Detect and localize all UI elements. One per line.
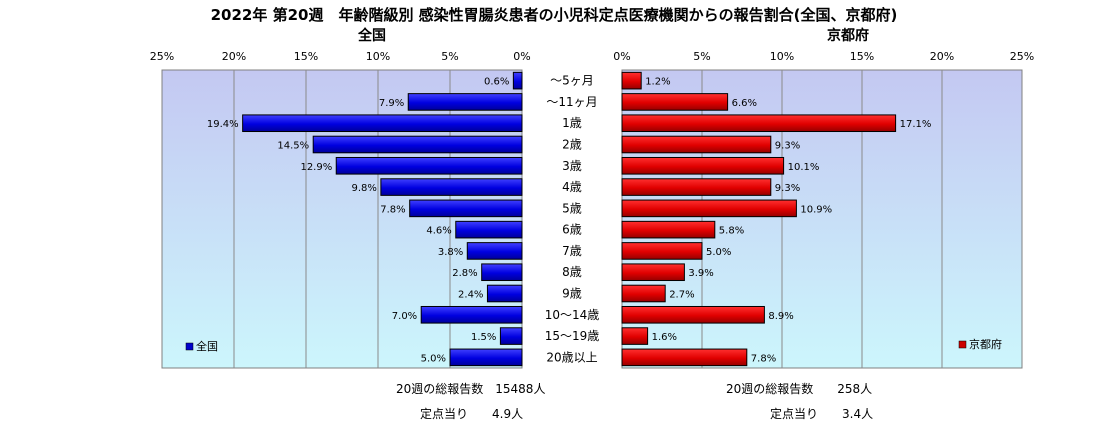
category-label: ～11ヶ月 [546,95,597,109]
category-label: 9歳 [562,287,582,301]
tick-label-right: 5% [693,50,710,63]
bar-kyoto [621,199,797,218]
bar-zenkoku [420,305,523,324]
bars [242,71,897,367]
data-label-kyoto: 2.7% [669,290,694,301]
data-label-kyoto: 3.9% [688,268,713,279]
tick-label-left: 20% [222,50,246,63]
data-label-kyoto: 10.1% [788,162,820,173]
left-panel-title: 全国 [357,27,386,44]
tick-label-right: 25% [1010,50,1034,63]
data-label-zenkoku: 12.9% [300,162,332,173]
bar-kyoto [621,242,703,260]
left-per-sentinel: 定点当り 4.9人 [420,406,523,421]
data-label-kyoto: 17.1% [900,119,932,130]
tick-label-right: 0% [613,50,630,63]
data-label-zenkoku: 14.5% [277,141,309,152]
category-label: 15～19歳 [545,329,600,343]
data-label-zenkoku: 1.5% [471,332,496,343]
bar-kyoto [621,178,772,196]
axis-tick-labels: 0% 0% 5% 5% 10% 10% 15% 15% 20% 20% 25% 25% [150,50,1034,63]
bar-zenkoku [449,348,523,367]
data-label-zenkoku: 4.6% [426,226,451,237]
chart-title: 2022年 第20週 年齢階級別 感染性胃腸炎患者の小児科定点医療機関からの報告… [211,6,898,24]
data-label-zenkoku: 7.0% [392,311,417,322]
tick-label-right: 15% [850,50,874,63]
data-label-kyoto: 9.3% [775,183,800,194]
category-label: 10～14歳 [545,308,600,322]
bar-kyoto [621,135,772,154]
category-label: 8歳 [562,265,582,279]
data-label-zenkoku: 2.4% [458,290,483,301]
category-label: 4歳 [562,180,582,194]
legend-swatch-right [958,340,967,349]
bar-kyoto [621,327,649,345]
category-labels: ～5ヶ月 ～11ヶ月 1歳 2歳 3歳 4歳 5歳 6歳 7歳 8歳 9歳 10～14歳 15～19歳 2… [545,74,600,365]
data-label-zenkoku: 2.8% [452,268,477,279]
data-label-kyoto: 1.2% [645,77,670,88]
category-label: 3歳 [562,159,582,173]
category-label: 6歳 [562,223,582,237]
category-label: 2歳 [562,138,582,152]
bar-zenkoku [335,156,523,175]
tick-label-left: 5% [441,50,458,63]
bar-kyoto [621,284,666,303]
bar-zenkoku [242,114,523,133]
right-panel-title: 京都府 [827,27,869,44]
data-label-zenkoku: 19.4% [207,119,239,130]
bar-zenkoku [481,263,523,282]
data-label-zenkoku: 5.0% [421,353,446,364]
legend-label-right: 京都府 [969,337,1002,351]
data-label-zenkoku: 7.8% [380,204,405,215]
bar-kyoto [621,71,642,90]
right-per-sentinel: 定点当り 3.4人 [770,406,873,421]
bar-zenkoku [499,327,523,345]
bar-zenkoku [455,220,523,239]
bar-zenkoku [407,93,523,111]
right-total-reports: 20週の総報告数 258人 [726,381,872,396]
data-label-kyoto: 7.8% [751,353,776,364]
data-label-zenkoku: 0.6% [484,77,509,88]
data-label-zenkoku: 7.9% [379,98,404,109]
data-label-kyoto: 8.9% [768,311,793,322]
bar-zenkoku [466,242,523,260]
bar-zenkoku [486,284,523,303]
tick-label-left: 25% [150,50,174,63]
category-label: 1歳 [562,116,582,130]
legend-label-left: 全国 [196,339,218,353]
bar-kyoto [621,114,897,133]
tick-label-left: 15% [294,50,318,63]
bar-zenkoku [512,71,523,90]
data-label-kyoto: 5.8% [719,226,744,237]
bar-kyoto [621,93,729,111]
data-label-zenkoku: 9.8% [351,183,376,194]
tick-label-left: 10% [366,50,390,63]
data-label-kyoto: 9.3% [775,141,800,152]
bar-kyoto [621,156,785,175]
bar-zenkoku [312,135,523,154]
category-label: 5歳 [562,201,582,215]
legend-swatch-left [185,342,194,351]
bar-kyoto [621,305,765,324]
data-label-zenkoku: 3.8% [438,247,463,258]
data-label-kyoto: 6.6% [732,98,757,109]
tick-label-left: 0% [513,50,530,63]
bar-kyoto [621,263,685,282]
data-labels: 0.6% 1.2% 7.9% 6.6% 19.4% 17.1% 14.5% 9.3% 12.9%… [207,77,932,365]
data-label-kyoto: 5.0% [706,247,731,258]
bar-zenkoku [380,178,523,196]
data-label-kyoto: 10.9% [800,204,832,215]
data-label-kyoto: 1.6% [652,332,677,343]
category-label: 20歳以上 [546,350,597,364]
tick-label-right: 20% [930,50,954,63]
category-label: ～5ヶ月 [550,74,594,88]
bar-zenkoku [409,199,523,218]
left-total-reports: 20週の総報告数 15488人 [396,381,545,396]
bar-kyoto [621,220,716,239]
category-label: 7歳 [562,244,582,258]
bar-kyoto [621,348,748,367]
tick-label-right: 10% [770,50,794,63]
